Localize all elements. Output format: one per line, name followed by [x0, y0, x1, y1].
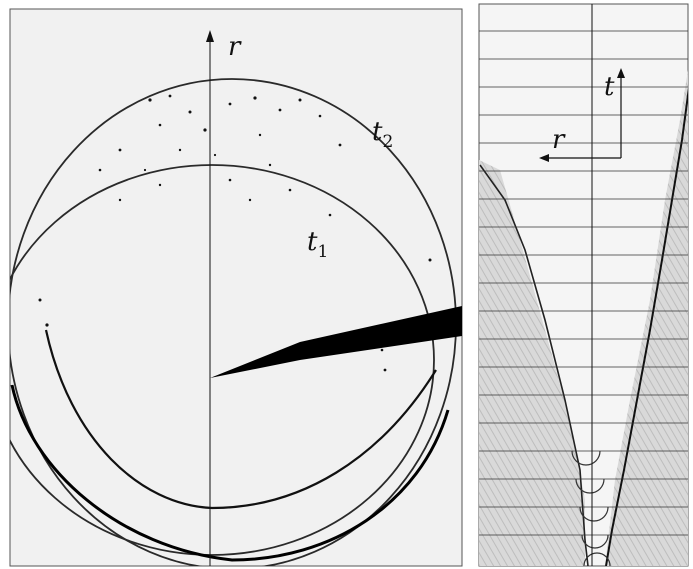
- frame-separators: [479, 30, 688, 536]
- inner-bubble-front-t1: [10, 164, 435, 556]
- t-axis-label: t: [604, 72, 615, 102]
- t-axis-arrowhead: [617, 68, 625, 78]
- bubble-edge-left: [479, 164, 589, 566]
- needle: [210, 306, 462, 378]
- right-panel: t r: [478, 3, 689, 567]
- cavitation-speckles: [38, 94, 432, 372]
- coordinate-axes: [539, 68, 625, 162]
- bubble-edge-right: [605, 87, 688, 566]
- texture-right: [605, 70, 688, 566]
- r-axis-label-right-panel: r: [552, 125, 566, 155]
- inner-rim-bottom: [44, 329, 437, 510]
- t1-label: t1: [307, 227, 328, 262]
- left-panel: r t2 t1: [9, 8, 463, 567]
- r-axis-arrowhead-right-panel: [539, 154, 549, 162]
- outer-rim-bottom: [10, 384, 450, 562]
- r-axis-arrowhead: [206, 30, 214, 42]
- r-axis-label: r: [228, 32, 242, 62]
- t2-label: t2: [372, 117, 393, 152]
- stripe-bubbles: [571, 450, 611, 566]
- texture-left: [479, 160, 585, 566]
- left-panel-frame: [9, 8, 463, 567]
